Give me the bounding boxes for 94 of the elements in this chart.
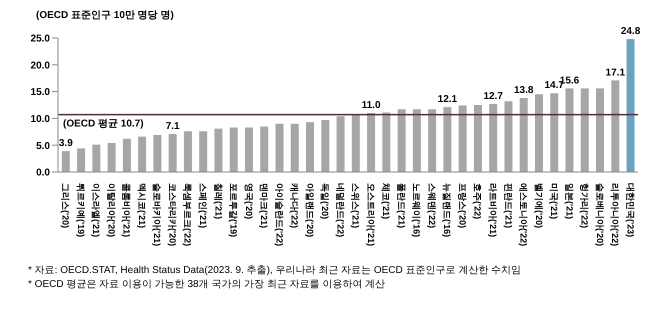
bar (138, 136, 146, 172)
x-tick-label: 호주('22) (472, 183, 483, 220)
bar (108, 143, 116, 172)
data-label: 12.1 (438, 94, 458, 106)
x-tick-label: 네덜란드('22) (335, 183, 346, 238)
bar (443, 107, 452, 172)
bar (168, 134, 177, 172)
x-tick-label: 헝가리('22) (580, 183, 590, 228)
x-tick-label: 튀르키예('19) (76, 183, 86, 238)
bar (214, 128, 222, 172)
x-tick-label: 캐나다('22) (290, 182, 300, 228)
y-tick-label: 0.0 (36, 168, 50, 179)
y-axis-title: (OECD 표준인구 10만 명당 명) (36, 9, 175, 22)
bar (474, 105, 482, 172)
x-tick-label: 슬로베니아('20) (594, 183, 605, 246)
text: * 자료: OECD.STAT, Health Status Data(2023. 9. 추출), 우리나라 최근 자료는 OECD 표준인구로 계산한 수치임 (28, 264, 522, 278)
bar (550, 93, 558, 172)
bar (367, 113, 376, 172)
x-tick-label: 체코('21) (381, 182, 392, 220)
x-tick-label: 리투아니아('22) (610, 183, 620, 246)
y-tick-label: 25.0 (30, 34, 50, 45)
bar (230, 128, 238, 172)
x-tick-label: 스페인('21) (198, 183, 208, 228)
bar (626, 39, 635, 172)
data-label: 3.9 (58, 138, 74, 150)
bar (153, 135, 162, 172)
y-tick-label: 20.0 (30, 60, 50, 72)
x-tick-label: 에스토니아('22) (518, 183, 529, 246)
x-tick-label: 프랑스('20) (457, 183, 468, 228)
data-label: 24.8 (620, 26, 641, 38)
x-tick-label: 일본('21) (564, 183, 574, 220)
bar (520, 98, 528, 172)
x-tick-label: 미국('21) (549, 183, 560, 220)
x-tick-label: 그리스('20) (60, 183, 71, 228)
bar (184, 131, 192, 172)
x-tick-label: 포르투갈('19) (228, 183, 239, 238)
x-tick-label: 대한민국('23) (625, 183, 636, 238)
bar (504, 101, 512, 172)
bar (580, 88, 589, 172)
bar (566, 88, 574, 172)
x-tick-label: 영국('20) (244, 183, 254, 220)
bar (489, 104, 498, 172)
x-tick-label: 독일('20) (320, 183, 330, 220)
x-tick-label: 벨기에('20) (534, 183, 544, 228)
x-tick-label: 룩셈부르크('22) (182, 183, 193, 246)
bar (199, 131, 208, 172)
data-label: 12.7 (483, 90, 504, 102)
x-tick-label: 라트비아('21) (488, 183, 498, 238)
x-tick-label: 폴란드('21) (396, 183, 406, 228)
data-label: 7.1 (166, 120, 180, 132)
bar (321, 120, 330, 172)
x-tick-label: 오스트리아('21) (366, 183, 376, 246)
x-tick-label: 아이슬란드('22) (274, 183, 284, 246)
bar (382, 112, 390, 172)
x-tick-label: 칠레('21) (213, 183, 224, 220)
bar (596, 88, 604, 172)
data-label: 11.0 (362, 100, 381, 112)
bar (611, 80, 620, 172)
text: * OECD 평균은 자료 이용이 가능한 38개 국가의 가장 최근 자료를 이용하여 계산 (28, 278, 386, 292)
ref-line-label: (OECD 평균 10.7) (63, 118, 144, 130)
x-tick-label: 아일랜드('20) (304, 183, 315, 238)
x-tick-label: 덴마크('21) (259, 183, 270, 228)
x-tick-label: 이탈리아('20) (106, 183, 116, 238)
bar (458, 106, 467, 172)
x-tick-label: 스웨덴('22) (426, 183, 437, 228)
x-tick-label: 노르웨이('16) (412, 183, 422, 238)
bar (306, 122, 314, 172)
x-tick-label: 스위스('21) (350, 183, 361, 228)
bar (77, 148, 86, 172)
x-tick-label: 코스타리카('20) (167, 183, 178, 246)
bar (352, 115, 360, 172)
bar (260, 126, 268, 172)
y-tick-label: 10.0 (30, 114, 50, 125)
bar (244, 128, 253, 172)
bar (62, 151, 70, 172)
bar (398, 109, 406, 172)
data-label: 17.1 (606, 67, 626, 78)
x-tick-label: 이스라엘('21) (91, 183, 102, 238)
x-tick-label: 핀란드('21) (503, 183, 514, 228)
bar (412, 109, 421, 172)
data-label: 13.8 (514, 85, 534, 96)
x-tick-label: 슬로바키아('21) (152, 183, 162, 246)
y-tick-label: 5.0 (36, 140, 50, 152)
y-tick-label: 15.0 (30, 87, 50, 98)
x-tick-label: 콜롬비아('21) (122, 183, 132, 238)
bar (534, 94, 543, 172)
bar (92, 144, 100, 172)
bar (428, 109, 436, 172)
bar (122, 138, 131, 172)
bar (290, 124, 299, 172)
x-tick-label: 뉴질랜드('16) (442, 183, 452, 238)
x-tick-label: 멕시코('21) (136, 183, 147, 228)
bar (336, 116, 345, 172)
bar (276, 124, 284, 172)
